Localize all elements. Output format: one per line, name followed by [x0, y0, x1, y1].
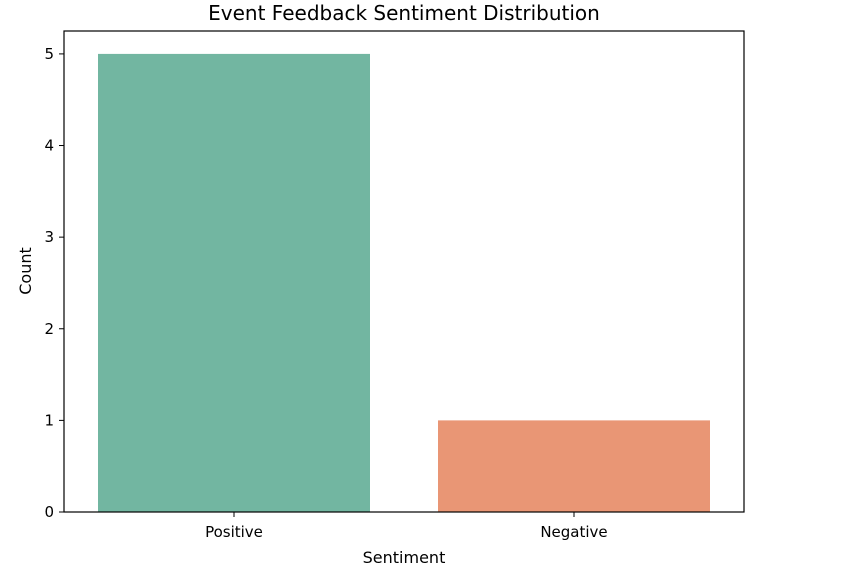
y-tick-label: 4 [44, 137, 54, 155]
chart-title: Event Feedback Sentiment Distribution [208, 1, 600, 25]
y-tick-label: 1 [44, 411, 54, 429]
x-tick-label-negative: Negative [540, 523, 607, 541]
y-tick-label: 3 [44, 228, 54, 246]
bar-negative [438, 420, 710, 512]
x-axis: Positive Negative [205, 512, 608, 541]
y-tick-label: 2 [44, 320, 54, 338]
y-tick-label: 0 [44, 503, 54, 521]
bars-layer [98, 53, 710, 513]
y-tick-label: 5 [44, 45, 54, 63]
plot-frame [63, 30, 745, 513]
y-axis-label: Count [16, 247, 35, 295]
bar-positive [98, 53, 370, 513]
y-axis: 0 1 2 3 4 5 [44, 45, 64, 521]
x-tick-label-positive: Positive [205, 523, 263, 541]
x-axis-label: Sentiment [363, 548, 446, 567]
